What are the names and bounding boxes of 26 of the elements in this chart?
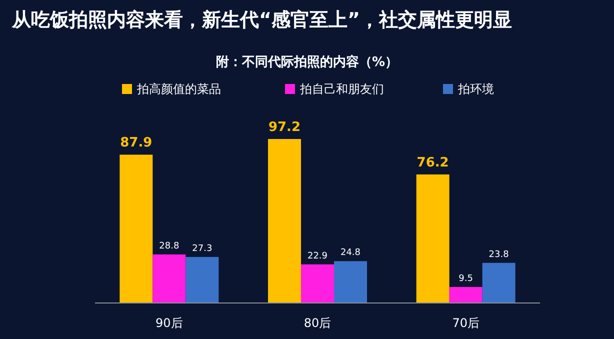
bar: [186, 256, 219, 303]
bar: [301, 264, 334, 303]
legend-label: 拍环境: [457, 82, 494, 96]
x-tick-label: 80后: [304, 316, 332, 330]
data-label: 28.8: [159, 241, 180, 252]
x-tick-label: 90后: [156, 316, 183, 330]
data-label: 97.2: [268, 120, 301, 135]
bar: [449, 286, 482, 303]
x-tick-label: 70后: [452, 316, 480, 330]
data-label: 24.8: [340, 248, 361, 258]
legend-label: 拍自己和朋友们: [299, 82, 384, 96]
bar: [268, 139, 301, 303]
chart-subtitle: 附：不同代际拍照的内容（%）: [216, 54, 398, 70]
legend-label: 拍高颜值的菜品: [136, 82, 221, 96]
bar: [416, 174, 450, 303]
data-label: 22.9: [307, 251, 328, 262]
data-label: 27.3: [192, 244, 212, 254]
bar: [152, 254, 186, 303]
bar: [334, 261, 367, 303]
bar: [120, 154, 153, 303]
data-label: 76.2: [416, 155, 449, 170]
data-label: 87.9: [120, 136, 152, 151]
chart-title: 从吃饭拍照内容来看，新生代“感官至上”，社交属性更明显: [11, 9, 512, 31]
data-label: 23.8: [488, 250, 510, 260]
bar: [482, 262, 516, 303]
data-label: 9.5: [458, 274, 473, 284]
